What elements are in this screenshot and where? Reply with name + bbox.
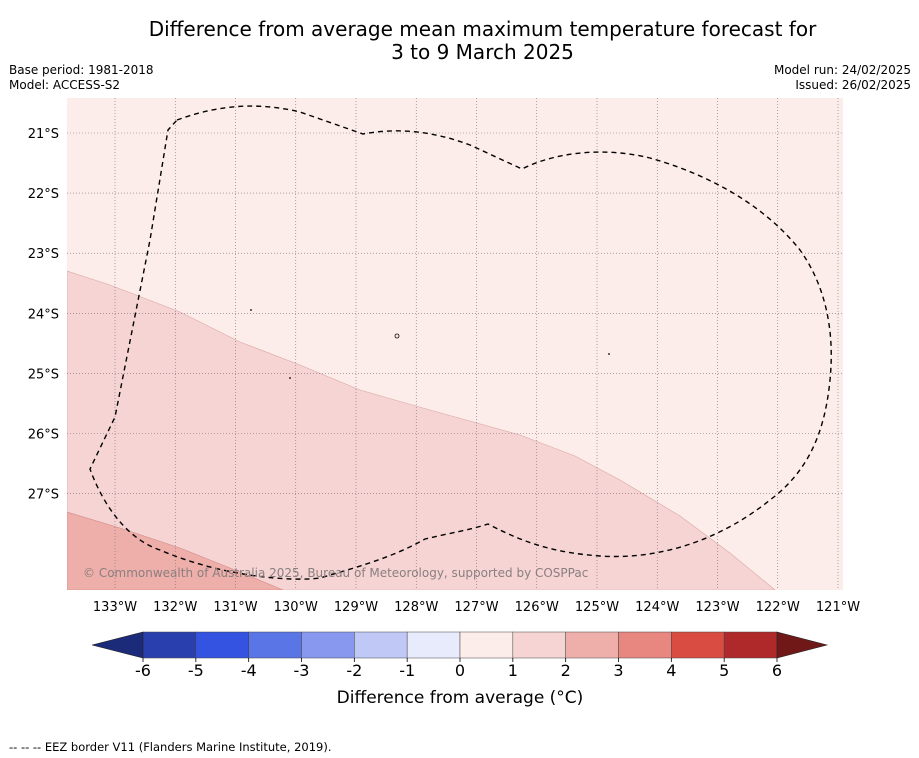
colorbar-over-arrow [776, 631, 829, 659]
model-name: Model: ACCESS-S2 [9, 78, 121, 92]
colorbar-tick-label: -6 [135, 661, 151, 680]
copyright-notice: © Commonwealth of Australia 2025, Bureau… [83, 566, 588, 580]
latitude-label: 22°S [28, 187, 59, 202]
colorbar-tick-label: -2 [346, 661, 362, 680]
longitude-label: 126°W [515, 600, 559, 615]
longitude-label: 123°W [695, 600, 739, 615]
longitude-labels: 133°W 132°W 131°W 130°W 129°W 128°W 127°W 126°W… [93, 600, 860, 615]
longitude-label: 128°W [394, 600, 438, 615]
colorbar-tick-label: 5 [719, 661, 729, 680]
colorbar-tick-label: -1 [399, 661, 415, 680]
colorbar-segment [671, 631, 725, 659]
chart-title: Difference from average mean maximum tem… [100, 18, 865, 64]
eez-border [89, 105, 832, 580]
colorbar-segment [248, 631, 302, 659]
eez-footnote: -- -- -- EEZ border V11 (Flanders Marine… [9, 740, 332, 754]
colorbar-tick-label: -3 [294, 661, 310, 680]
island-marker [289, 377, 291, 379]
longitude-label: 124°W [635, 600, 679, 615]
colorbar-under-arrow [91, 631, 144, 659]
issued-date: Issued: 26/02/2025 [795, 78, 911, 92]
colorbar-segment [142, 631, 197, 659]
meta-left: Base period: 1981-2018 Model: ACCESS-S2 [9, 63, 154, 93]
colorbar-tick-label: 4 [666, 661, 676, 680]
latitude-label: 25°S [28, 367, 59, 382]
latitude-labels: 21°S 22°S 23°S 24°S 25°S 26°S 27°S [28, 127, 59, 503]
title-line-1: Difference from average mean maximum tem… [148, 17, 817, 41]
colorbar-segment [459, 631, 514, 659]
colorbar-tick-label: -5 [188, 661, 204, 680]
latitude-label: 21°S [28, 127, 59, 142]
latitude-label: 27°S [28, 488, 59, 503]
forecast-map: © Commonwealth of Australia 2025, Bureau… [28, 98, 860, 680]
colorbar-segment [406, 631, 461, 659]
colorbar-segment [618, 631, 672, 659]
colorbar-segment [565, 631, 619, 659]
graticule [67, 98, 843, 590]
colorbar-tick-label: 2 [561, 661, 571, 680]
anomaly-region-1-to-2 [67, 270, 776, 590]
colorbar-label: Difference from average (°C) [336, 688, 584, 708]
longitude-label: 122°W [756, 600, 800, 615]
longitude-label: 133°W [93, 600, 137, 615]
colorbar-segment [723, 631, 778, 659]
colorbar: -6 -5 -4 -3 -2 -1 0 1 2 3 4 5 6 [91, 631, 829, 680]
colorbar-segment [512, 631, 566, 659]
island-marker [250, 309, 252, 311]
longitude-label: 132°W [153, 600, 197, 615]
colorbar-tick-label: 1 [508, 661, 518, 680]
island-marker [608, 353, 610, 355]
longitude-label: 125°W [575, 600, 619, 615]
colorbar-tick-label: -4 [241, 661, 257, 680]
base-period: Base period: 1981-2018 [9, 63, 154, 77]
colorbar-segment [354, 631, 408, 659]
latitude-label: 23°S [28, 247, 59, 262]
model-run: Model run: 24/02/2025 [773, 63, 911, 77]
longitude-label: 129°W [334, 600, 378, 615]
colorbar-segment [301, 631, 355, 659]
colorbar-tick-label: 6 [772, 661, 782, 680]
latitude-label: 24°S [28, 307, 59, 322]
longitude-label: 131°W [213, 600, 257, 615]
longitude-label: 127°W [454, 600, 498, 615]
latitude-label: 26°S [28, 428, 59, 443]
longitude-label: 130°W [274, 600, 318, 615]
colorbar-tick-label: 0 [455, 661, 465, 680]
colorbar-segment [195, 631, 249, 659]
island-marker [394, 333, 400, 339]
colorbar-tick-label: 3 [613, 661, 623, 680]
meta-right: Model run: 24/02/2025 Issued: 26/02/2025 [774, 63, 911, 93]
title-line-2: 3 to 9 March 2025 [391, 40, 574, 64]
longitude-label: 121°W [816, 600, 860, 615]
